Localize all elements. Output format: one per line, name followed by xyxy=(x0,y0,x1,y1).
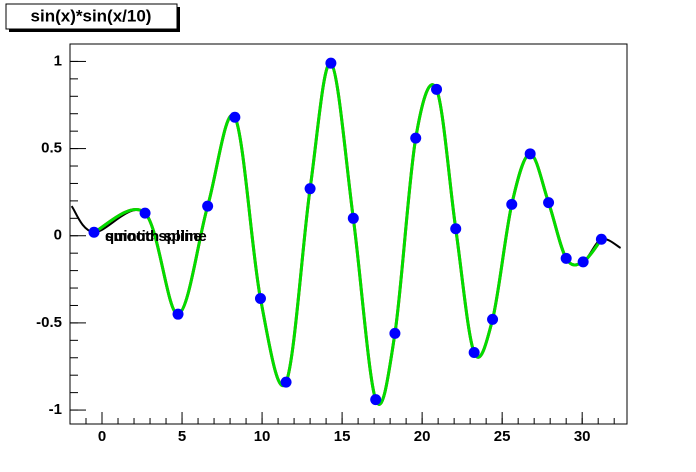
data-point xyxy=(229,111,241,123)
x-tick-label: 0 xyxy=(98,428,106,445)
title-box xyxy=(5,3,178,30)
data-point xyxy=(577,256,589,268)
chart-title: sin(x)*sin(x/10) xyxy=(31,6,152,25)
y-tick-label: -0.5 xyxy=(36,314,62,331)
y-tick-label: -1 xyxy=(49,401,62,418)
data-point xyxy=(543,197,555,209)
data-point xyxy=(254,292,266,304)
data-point xyxy=(347,212,359,224)
data-point xyxy=(88,226,100,238)
data-point xyxy=(139,207,151,219)
x-tick-label: 20 xyxy=(414,428,431,445)
data-point xyxy=(325,57,337,69)
annotation: quintic spline xyxy=(105,228,202,245)
data-point xyxy=(595,233,607,245)
data-point xyxy=(431,83,443,95)
x-tick-label: 10 xyxy=(254,428,271,445)
data-point xyxy=(410,132,422,144)
y-tick-label: 0.5 xyxy=(41,140,62,157)
data-point xyxy=(468,347,480,359)
data-point xyxy=(450,223,462,235)
x-tick-label: 25 xyxy=(494,428,511,445)
data-point xyxy=(389,327,401,339)
y-tick-label: 0 xyxy=(54,227,62,244)
data-point xyxy=(506,198,518,210)
data-point xyxy=(560,252,572,264)
data-point xyxy=(487,313,499,325)
x-tick-label: 15 xyxy=(334,428,351,445)
data-point xyxy=(524,148,536,160)
annotation: smooth spline xyxy=(105,228,207,245)
data-point xyxy=(304,183,316,195)
y-tick-label: 1 xyxy=(54,52,62,69)
x-tick-label: 5 xyxy=(178,428,186,445)
data-point xyxy=(370,394,382,406)
x-tick-label: 30 xyxy=(574,428,591,445)
data-point xyxy=(202,200,214,212)
data-point xyxy=(280,376,292,388)
data-point xyxy=(172,308,184,320)
frame xyxy=(69,43,628,425)
